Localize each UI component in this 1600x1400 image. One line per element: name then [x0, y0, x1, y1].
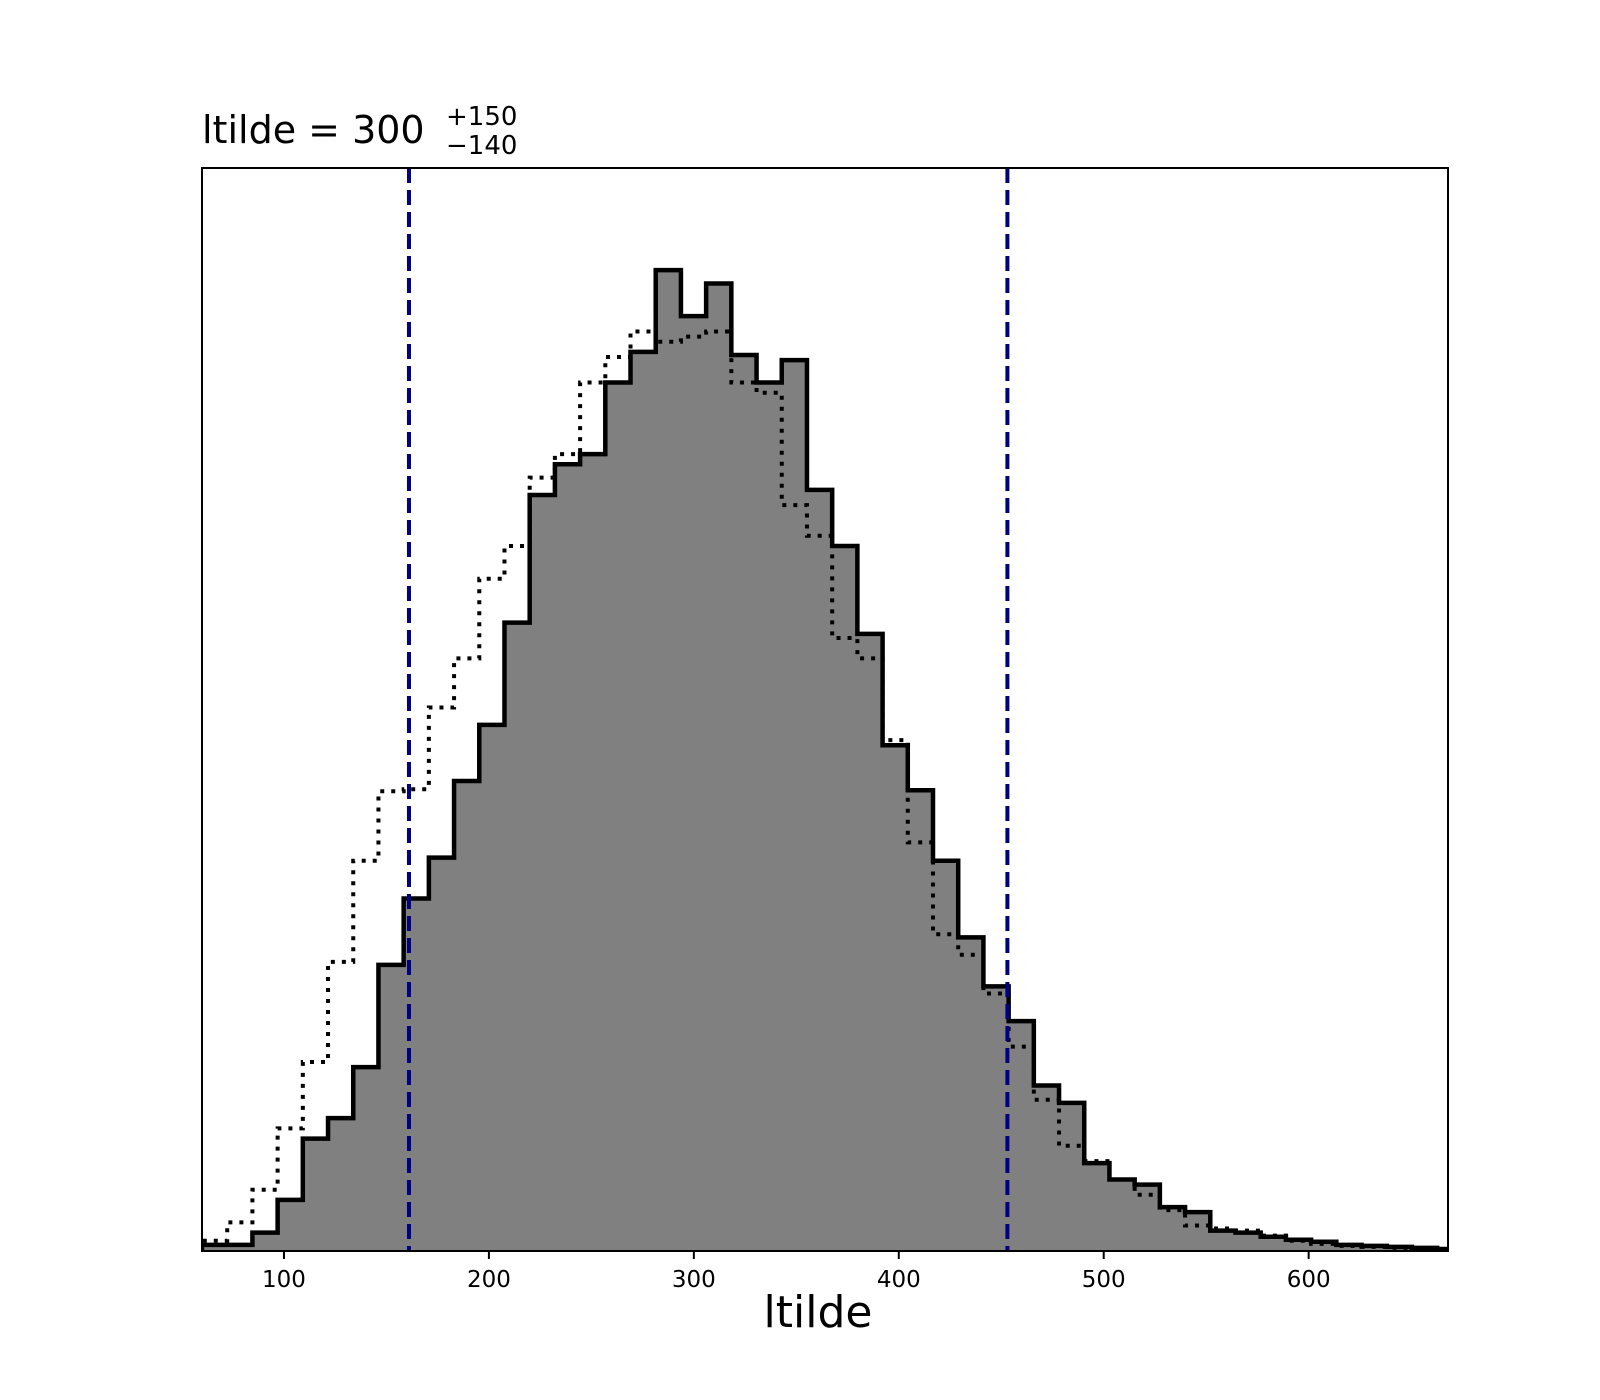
chart-title: ltilde = 300 +150 −140 [202, 102, 517, 161]
histogram-bar [202, 1244, 228, 1251]
histogram-bar [857, 633, 884, 1251]
x-tick-label: 200 [467, 1267, 511, 1293]
x-axis-ticks: 100 200 300 400 500 600 [262, 1251, 1331, 1293]
histogram-bar [227, 1244, 254, 1251]
histogram-bar [277, 1199, 304, 1251]
histogram-bar [731, 354, 758, 1251]
histogram-bar [302, 1138, 329, 1251]
histogram-bar [454, 781, 480, 1251]
plot-area [201, 167, 1449, 1252]
histogram-bar [706, 283, 732, 1251]
histogram-bar [1210, 1230, 1237, 1251]
histogram-bar [680, 316, 707, 1251]
histogram-bar [529, 494, 556, 1251]
histogram-bar [983, 986, 1010, 1251]
histogram-outline-dotted [202, 329, 1448, 1251]
x-tick-label: 300 [672, 1267, 716, 1293]
histogram-bar [554, 464, 581, 1251]
histogram-bar [1235, 1232, 1262, 1251]
histogram-bar [580, 454, 606, 1251]
histogram-bar [1159, 1207, 1186, 1251]
histogram-bars [202, 270, 1448, 1251]
histogram-bar [1285, 1239, 1312, 1251]
histogram-bar [630, 351, 657, 1251]
x-tick-label: 600 [1287, 1267, 1331, 1293]
histogram-bar [1336, 1244, 1363, 1251]
title-subscript: −140 [446, 131, 517, 161]
plot-frame [201, 167, 1449, 1252]
histogram-bar [958, 937, 985, 1251]
histogram-bar [907, 790, 934, 1251]
histogram-bar [252, 1232, 279, 1251]
histogram-bar [328, 1118, 354, 1251]
histogram-bar [1311, 1241, 1337, 1251]
histogram-bar [504, 622, 531, 1251]
histogram-bar [1185, 1212, 1211, 1251]
histogram-bar [781, 360, 808, 1251]
svg-text:ltilde = 300: ltilde = 300 [202, 108, 425, 152]
histogram-bar [1008, 1021, 1035, 1251]
histogram-bar [479, 724, 506, 1251]
histogram-bar [428, 857, 455, 1251]
histogram-bar [1260, 1236, 1287, 1251]
histogram-bar [605, 382, 632, 1251]
title-superscript: +150 [446, 102, 517, 132]
histogram-bar [1033, 1085, 1060, 1251]
histogram-bar [882, 745, 909, 1251]
histogram-bar [1109, 1179, 1136, 1251]
histogram-bar [1059, 1102, 1085, 1251]
histogram-bar [1084, 1163, 1111, 1251]
histogram-bar [353, 1067, 380, 1251]
x-tick-label: 100 [262, 1267, 306, 1293]
histogram-bar [832, 546, 858, 1251]
title-main: ltilde = 300 [202, 108, 425, 152]
histogram-bar [933, 860, 959, 1251]
x-tick-label: 500 [1082, 1267, 1126, 1293]
histogram-bar [655, 270, 682, 1251]
x-axis-label: ltilde [764, 1287, 873, 1338]
x-tick-label: 400 [877, 1267, 921, 1293]
histogram-bar [756, 382, 783, 1251]
histogram-bar [806, 489, 833, 1251]
histogram-bar [378, 964, 405, 1251]
